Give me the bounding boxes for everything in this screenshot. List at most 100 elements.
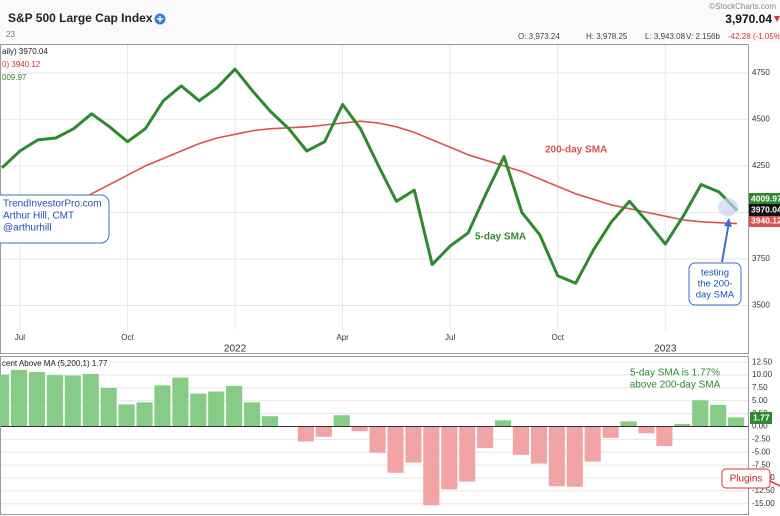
add-icon-plus [157, 16, 163, 22]
series-line [1, 120, 738, 242]
title: S&P 500 Large Cap Index [8, 11, 153, 25]
bar [512, 426, 530, 455]
callout-arrow [721, 221, 730, 263]
bar [0, 374, 10, 427]
author-site: TrendInvestorPro.com [3, 199, 102, 210]
bar [566, 426, 583, 487]
series-label: 5-day SMA [475, 232, 526, 243]
bar [118, 404, 135, 427]
last-value-box [750, 412, 772, 424]
y-tick-label: -2.50 [752, 435, 771, 444]
bar [10, 369, 28, 427]
chart-layer: 350037504000425045004750JulOct2022AprJul… [0, 45, 780, 508]
y-tick-label: -7.50 [752, 460, 771, 469]
plugins-button[interactable] [721, 468, 771, 489]
x-tick-label: 2023 [654, 344, 677, 355]
bar [441, 426, 458, 490]
bar [226, 385, 243, 427]
bar [728, 417, 745, 427]
bar [172, 377, 189, 427]
callout-arrowhead [724, 218, 732, 227]
bar [100, 387, 117, 427]
y-tick-label: 12.50 [752, 357, 773, 366]
y-tick-label: -5.00 [752, 447, 771, 456]
bar [710, 404, 727, 427]
bar [297, 426, 314, 442]
bar [530, 426, 547, 464]
bar [638, 426, 655, 434]
bar [602, 426, 619, 438]
bar [548, 426, 565, 487]
date: 23 [6, 30, 15, 39]
bar [154, 385, 171, 427]
bar [190, 393, 207, 427]
sma5-tag: 4009.97 [751, 193, 780, 203]
x-tick-label: Oct [121, 333, 134, 342]
indicator-title: cent Above MA (5,200,1) 1.77 [2, 359, 108, 368]
price-tag: 3970.04 [751, 204, 780, 214]
y-tick-label: 4500 [752, 114, 770, 123]
bar [82, 374, 99, 427]
bar [459, 426, 476, 482]
y-tick-label: 3750 [752, 254, 770, 263]
y-tick-label: -15.00 [752, 499, 775, 508]
bar [692, 400, 709, 427]
series-line [0, 67, 739, 285]
sma200-tag-box [749, 215, 780, 227]
bar [136, 402, 153, 427]
y-tick-label: 4750 [752, 68, 770, 77]
sma5-tag-box [749, 193, 780, 205]
copyright: ©StockCharts.com [709, 2, 776, 11]
volume: V: 2.156b [686, 32, 721, 41]
legend-sma5: 009.97 [2, 73, 27, 82]
x-tick-label: 2022 [224, 344, 247, 355]
x-tick-label: Oct [552, 333, 565, 342]
x-tick-label: Apr [336, 333, 349, 342]
bar [351, 426, 368, 432]
author-name: Arthur Hill, CMT [3, 211, 74, 222]
indicator-note: 5-day SMA is 1.77% [630, 368, 720, 379]
callout-line: day SMA [696, 290, 735, 301]
bar [261, 416, 279, 427]
plugins-label[interactable]: Plugins [730, 474, 763, 485]
price-tag-box [749, 204, 780, 216]
sma200-tag: 3940.12 [751, 215, 780, 225]
y-tick-label: -12.50 [752, 486, 775, 495]
y-tick-label: 7.50 [752, 383, 768, 392]
bar [620, 421, 637, 427]
author-handle: @arthurhill [3, 223, 52, 234]
series-label: 200-day SMA [545, 145, 607, 156]
y-tick-label: 5.00 [752, 396, 768, 405]
bar [369, 426, 386, 453]
author-box [0, 194, 110, 244]
header-bar [0, 0, 780, 42]
bar [584, 426, 601, 462]
bar [208, 391, 225, 427]
bar [46, 375, 63, 427]
bar [244, 402, 261, 427]
callout-line: the 200- [698, 279, 733, 290]
high: H: 3,978.25 [586, 32, 628, 41]
y-tick-label: 3500 [752, 301, 770, 310]
y-tick-label: 10.00 [752, 370, 773, 379]
last-price: 3,970.04 [725, 12, 772, 26]
bar [674, 423, 691, 427]
y-tick-label: 0.00 [752, 422, 768, 431]
last-value: 1.77 [753, 412, 770, 422]
callout-line: testing [701, 268, 729, 279]
legend-sma200: 0) 3940.12 [2, 60, 41, 69]
bar [405, 426, 422, 463]
bar [494, 420, 512, 427]
bar [315, 426, 332, 437]
bar [28, 371, 46, 427]
change: -42.28 (-1.05%) [728, 32, 780, 41]
callout-box [688, 262, 742, 306]
down-arrow [774, 16, 780, 22]
x-tick-label: Jul [445, 333, 455, 342]
indicator-note: above 200-day SMA [630, 380, 721, 391]
bar [387, 426, 404, 473]
highlight-circle [718, 198, 738, 216]
bar [333, 415, 350, 427]
bar [423, 426, 440, 506]
